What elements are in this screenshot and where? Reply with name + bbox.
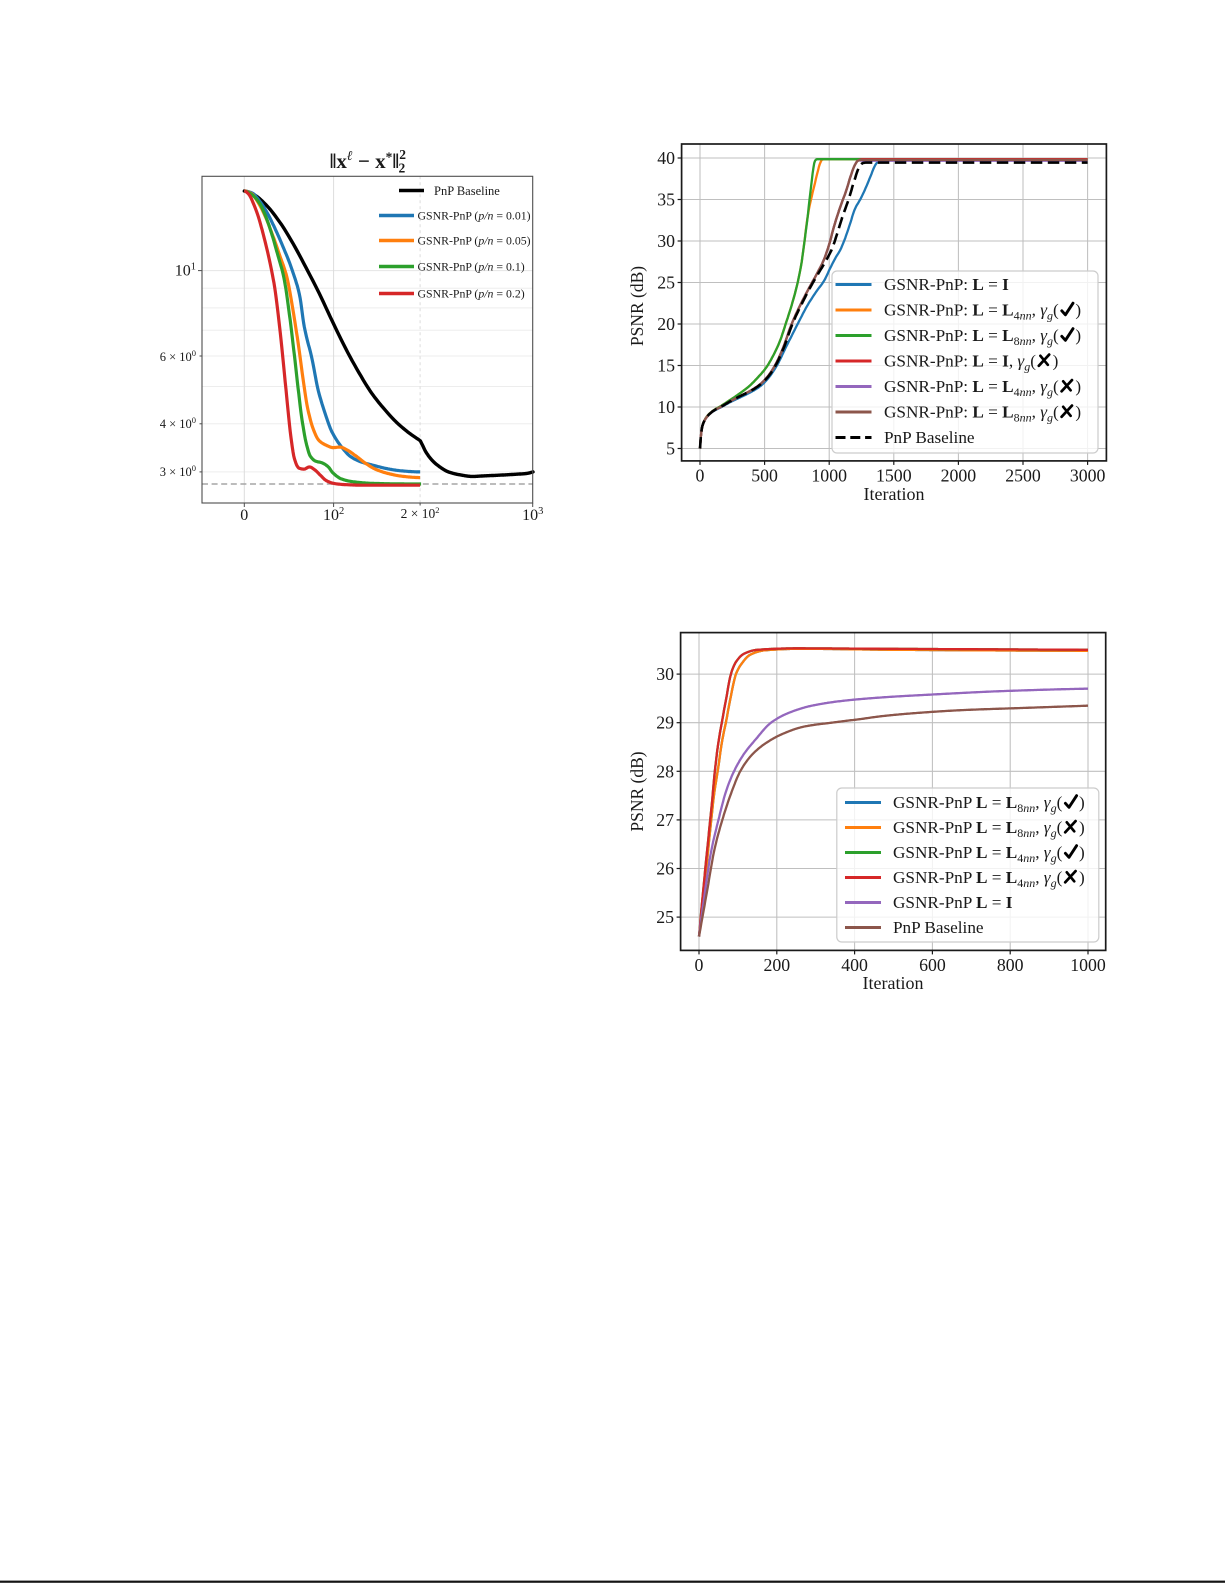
svg-text:GSNR-PnP L = I: GSNR-PnP L = I	[893, 893, 1013, 912]
svg-text:3000: 3000	[1070, 466, 1106, 486]
svg-text:5: 5	[666, 439, 675, 459]
svg-text:1000: 1000	[1070, 955, 1106, 975]
svg-text:PnP Baseline: PnP Baseline	[884, 428, 975, 447]
svg-text:30: 30	[656, 664, 674, 684]
svg-text:1500: 1500	[876, 466, 912, 486]
svg-text:15: 15	[657, 356, 675, 376]
svg-text:400: 400	[841, 955, 868, 975]
svg-text:): )	[1079, 868, 1085, 887]
svg-text:3 × 100: 3 × 100	[160, 463, 196, 479]
svg-text:28: 28	[656, 761, 674, 781]
svg-text:): )	[1079, 793, 1085, 812]
svg-text:35: 35	[657, 190, 675, 210]
svg-text:10: 10	[657, 397, 675, 417]
svg-text:Iteration: Iteration	[863, 973, 924, 993]
svg-text:0: 0	[695, 955, 704, 975]
svg-text:GSNR-PnP L = L4nn, γg(: GSNR-PnP L = L4nn, γg(	[893, 843, 1063, 865]
svg-text:101: 101	[175, 262, 196, 280]
svg-text:GSNR-PnP (p/n = 0.01): GSNR-PnP (p/n = 0.01)	[418, 209, 531, 223]
svg-text:2000: 2000	[941, 466, 977, 486]
svg-text:40: 40	[657, 148, 675, 168]
svg-text:): )	[1075, 377, 1081, 396]
svg-text:29: 29	[656, 713, 674, 733]
svg-text:4 × 100: 4 × 100	[160, 415, 196, 431]
svg-text:GSNR-PnP L = L8nn, γg(: GSNR-PnP L = L8nn, γg(	[893, 793, 1063, 815]
svg-text:GSNR-PnP L = L4nn, γg(: GSNR-PnP L = L4nn, γg(	[893, 868, 1063, 890]
svg-text:PSNR (dB): PSNR (dB)	[627, 751, 647, 831]
svg-text:30: 30	[657, 231, 675, 251]
svg-text:PSNR (dB): PSNR (dB)	[627, 266, 647, 346]
svg-text:GSNR-PnP: L = L4nn, γg(: GSNR-PnP: L = L4nn, γg(	[884, 301, 1059, 323]
svg-text:GSNR-PnP: L = L8nn, γg(: GSNR-PnP: L = L8nn, γg(	[884, 326, 1059, 348]
svg-text:27: 27	[656, 810, 674, 830]
svg-text:GSNR-PnP (p/n = 0.1): GSNR-PnP (p/n = 0.1)	[418, 260, 525, 274]
svg-text:0: 0	[240, 507, 248, 524]
svg-text:2500: 2500	[1005, 466, 1041, 486]
svg-text:): )	[1075, 403, 1081, 422]
svg-text:GSNR-PnP L = L8nn, γg(: GSNR-PnP L = L8nn, γg(	[893, 818, 1063, 840]
svg-text:‖xℓ − x*‖22: ‖xℓ − x*‖2 2	[330, 147, 407, 176]
svg-text:GSNR-PnP: L = L4nn, γg(: GSNR-PnP: L = L4nn, γg(	[884, 377, 1059, 399]
svg-text:800: 800	[997, 955, 1024, 975]
svg-text:25: 25	[657, 273, 675, 293]
svg-text:500: 500	[751, 466, 778, 486]
svg-text:20: 20	[657, 314, 675, 334]
svg-text:Iteration: Iteration	[864, 484, 925, 504]
svg-text:GSNR-PnP: L = I: GSNR-PnP: L = I	[884, 275, 1009, 294]
svg-text:GSNR-PnP: L = L8nn, γg(: GSNR-PnP: L = L8nn, γg(	[884, 403, 1059, 425]
svg-text:200: 200	[763, 955, 790, 975]
svg-text:26: 26	[656, 859, 674, 879]
svg-text:PnP Baseline: PnP Baseline	[893, 918, 984, 937]
svg-text:GSNR-PnP (p/n = 0.2): GSNR-PnP (p/n = 0.2)	[418, 287, 525, 301]
svg-text:GSNR-PnP (p/n = 0.05): GSNR-PnP (p/n = 0.05)	[418, 234, 531, 248]
svg-text:103: 103	[522, 506, 543, 524]
svg-text:25: 25	[656, 907, 674, 927]
svg-text:GSNR-PnP: L = I, γg(: GSNR-PnP: L = I, γg(	[884, 352, 1036, 374]
svg-text:102: 102	[323, 506, 344, 524]
svg-text:1000: 1000	[811, 466, 847, 486]
svg-text:2 × 102: 2 × 102	[401, 505, 440, 521]
svg-text:): )	[1079, 843, 1085, 862]
svg-text:600: 600	[919, 955, 946, 975]
svg-text:PnP Baseline: PnP Baseline	[434, 184, 500, 198]
svg-text:6 × 100: 6 × 100	[160, 348, 196, 364]
svg-text:): )	[1075, 301, 1081, 320]
svg-text:): )	[1053, 352, 1059, 371]
svg-text:): )	[1075, 326, 1081, 345]
svg-text:): )	[1079, 818, 1085, 837]
svg-text:0: 0	[696, 466, 705, 486]
